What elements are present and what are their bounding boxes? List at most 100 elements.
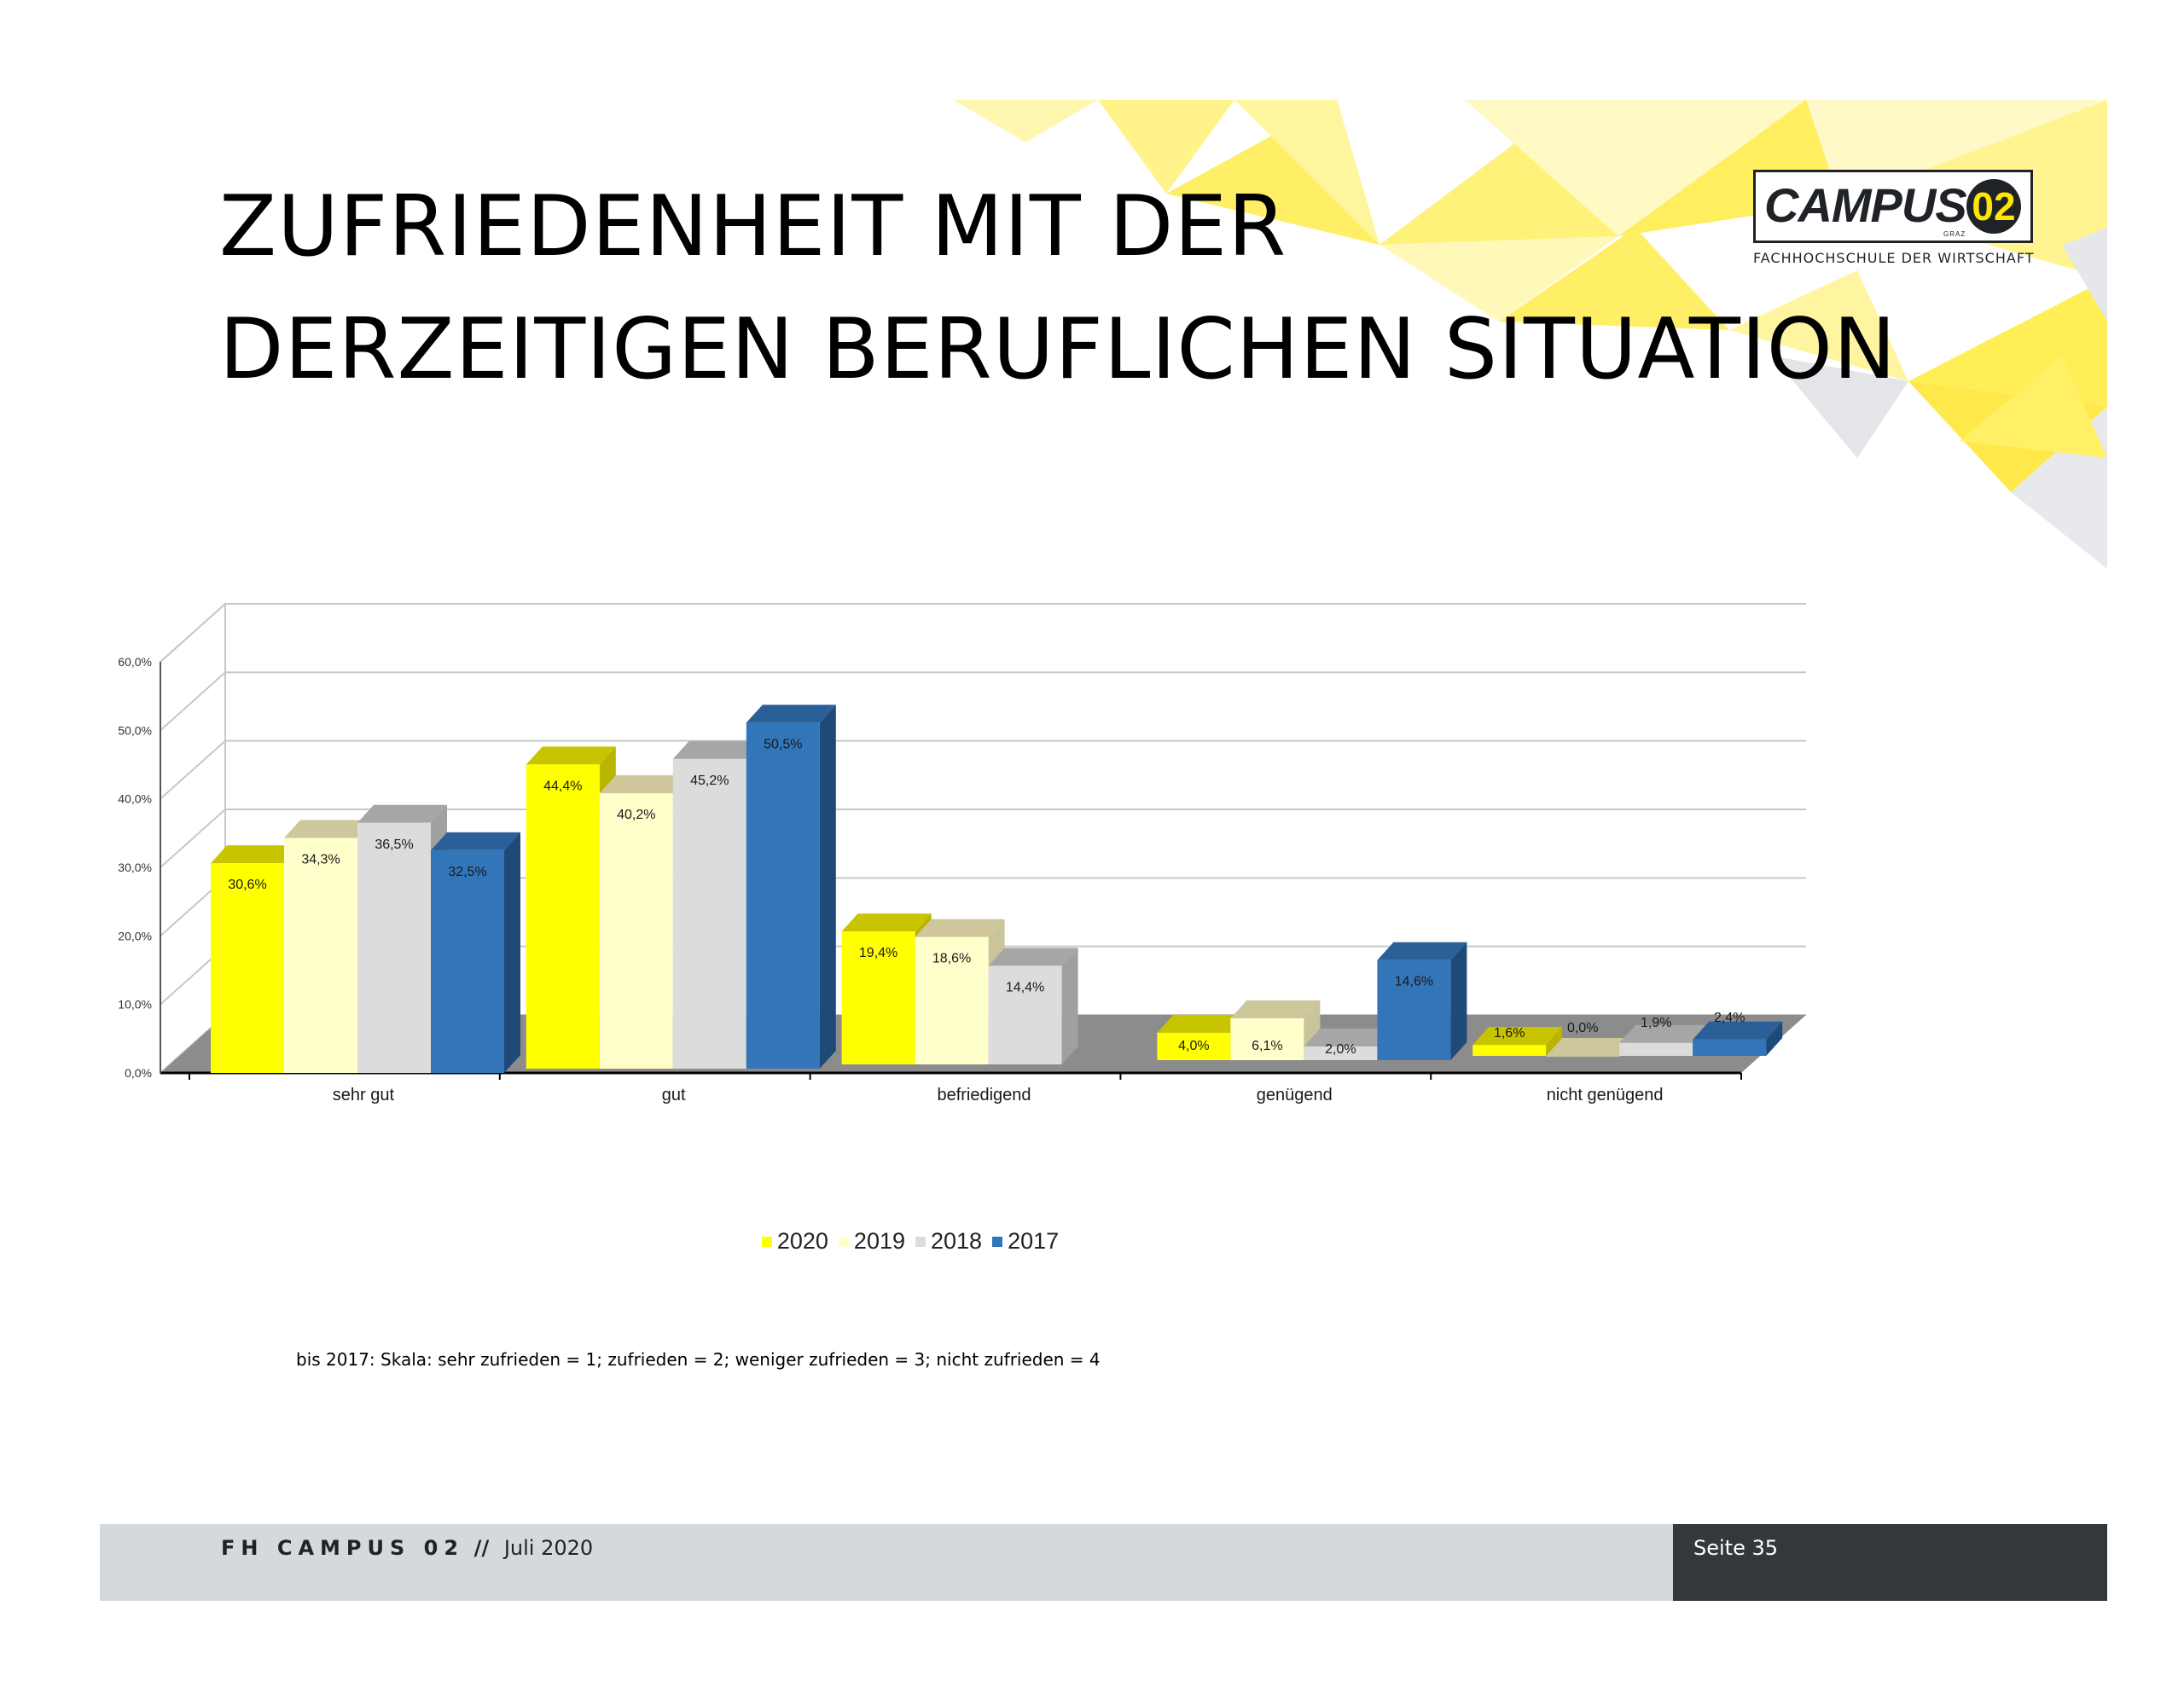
bar-2017-1 xyxy=(746,722,820,1069)
y-tick-label: 40,0% xyxy=(118,792,152,806)
x-category-label: sehr gut xyxy=(333,1086,395,1104)
data-label: 44,4% xyxy=(543,779,582,793)
x-category-label: nicht genügend xyxy=(1547,1086,1664,1104)
footer-separator: // xyxy=(473,1536,490,1560)
bar-2019-4 xyxy=(1546,1056,1620,1057)
slide-title-line-1: ZUFRIEDENHEIT MIT DER xyxy=(219,178,1287,275)
chart-legend: 2020 2019 2018 2017 xyxy=(100,1228,1721,1255)
footer-page-number: Seite 35 xyxy=(1693,1536,1779,1560)
bar-2018-3 xyxy=(1304,1046,1378,1060)
bar-2018-4 xyxy=(1619,1042,1693,1056)
x-category-label: gut xyxy=(662,1086,686,1104)
bar-side xyxy=(1546,1027,1563,1056)
slide: ZUFRIEDENHEIT MIT DER DERZEITIGEN BERUFL… xyxy=(100,100,2107,1601)
legend-label: 2020 xyxy=(776,1228,828,1254)
data-label: 2,0% xyxy=(1325,1042,1356,1057)
bar-2020-2 xyxy=(841,931,915,1064)
data-label: 32,5% xyxy=(448,865,486,879)
y-tick-label: 10,0% xyxy=(118,998,152,1012)
footer-page-box: Seite 35 xyxy=(1673,1524,2107,1601)
bar-2019-2 xyxy=(915,936,989,1064)
data-label: 1,9% xyxy=(1641,1016,1671,1030)
legend-item-2019: 2019 xyxy=(838,1228,905,1255)
logo-number-badge: 02 xyxy=(1966,179,2021,234)
legend-label: 2019 xyxy=(853,1228,905,1254)
bar-top xyxy=(357,804,447,823)
bar-top xyxy=(284,820,374,838)
bar-top xyxy=(211,845,300,864)
data-label: 18,6% xyxy=(932,952,971,966)
data-label: 50,5% xyxy=(764,737,802,751)
legend-swatch xyxy=(992,1236,1003,1247)
bar-side xyxy=(504,832,520,1073)
bar-top xyxy=(1377,942,1467,960)
bar-top xyxy=(988,948,1078,966)
bar-2019-3 xyxy=(1230,1017,1304,1060)
bar-top xyxy=(915,919,1005,937)
data-label: 6,1% xyxy=(1252,1039,1282,1053)
data-label: 19,4% xyxy=(859,946,897,960)
bar-2018-2 xyxy=(988,965,1062,1064)
data-label: 4,0% xyxy=(1178,1039,1209,1053)
logo-city: GRAZ xyxy=(1943,230,1966,238)
gridline xyxy=(160,603,1806,663)
legend-item-2018: 2018 xyxy=(915,1228,982,1255)
gridline xyxy=(160,739,1806,800)
logo-subtitle: FACHHOCHSCHULE DER WIRTSCHAFT xyxy=(1753,250,2035,266)
data-label: 36,5% xyxy=(375,838,413,852)
legend-swatch xyxy=(838,1236,849,1247)
logo-box: CAMPUS 02 GRAZ xyxy=(1753,170,2033,243)
logo-wordmark: CAMPUS xyxy=(1764,178,1967,232)
bar-top xyxy=(672,740,763,759)
bar-side xyxy=(1766,1021,1783,1056)
bar-top xyxy=(599,775,689,794)
data-label: 14,6% xyxy=(1395,975,1433,989)
data-label: 2,4% xyxy=(1714,1011,1745,1025)
campus02-logo: CAMPUS 02 GRAZ FACHHOCHSCHULE DER WIRTSC… xyxy=(1753,170,2035,266)
gridline xyxy=(160,671,1806,732)
bar-top xyxy=(746,704,836,723)
bar-2017-0 xyxy=(431,849,504,1073)
data-label: 30,6% xyxy=(228,878,266,892)
bar-chart-3d: 0,0% 10,0% 20,0% 30,0% 40,0% 50,0% 60,0% sehr g… xyxy=(118,601,1806,1104)
data-label: 45,2% xyxy=(690,774,729,788)
data-label: 40,2% xyxy=(617,808,655,822)
bar-2020-3 xyxy=(1157,1032,1231,1060)
bar-top xyxy=(1230,1000,1321,1018)
legend-label: 2018 xyxy=(931,1228,983,1254)
slide-title-line-2: DERZEITIGEN BERUFLICHEN SITUATION xyxy=(219,301,1897,398)
bar-top xyxy=(841,913,932,932)
data-label: 14,4% xyxy=(1006,980,1044,994)
y-tick-label: 50,0% xyxy=(118,723,152,737)
bar-2017-3 xyxy=(1377,959,1451,1060)
y-tick-label: 20,0% xyxy=(118,929,152,942)
gridline xyxy=(160,809,1806,868)
decorative-triangle-pattern xyxy=(953,100,2107,569)
legend-item-2020: 2020 xyxy=(761,1228,828,1255)
bar-top xyxy=(1472,1027,1563,1046)
bar-side xyxy=(1061,948,1078,1064)
bar-2020-1 xyxy=(526,764,600,1069)
bar-top xyxy=(1304,1028,1394,1046)
bar-2017-4 xyxy=(1693,1039,1767,1056)
bar-top xyxy=(1157,1014,1247,1033)
legend-swatch xyxy=(915,1236,926,1247)
bar-top xyxy=(1693,1021,1783,1040)
data-label: 34,3% xyxy=(301,852,340,867)
legend-item-2017: 2017 xyxy=(992,1228,1059,1255)
scale-footnote: bis 2017: Skala: sehr zufrieden = 1; zuf… xyxy=(296,1349,1101,1370)
legend-label: 2017 xyxy=(1008,1228,1060,1254)
bar-2018-0 xyxy=(357,822,431,1073)
footer-left: FH CAMPUS 02 // Juli 2020 xyxy=(221,1536,593,1560)
footer-org: FH CAMPUS 02 xyxy=(221,1536,465,1560)
bar-top xyxy=(431,832,520,850)
data-label: 1,6% xyxy=(1494,1026,1525,1041)
y-tick-label: 60,0% xyxy=(118,655,152,669)
legend-swatch xyxy=(761,1236,772,1247)
footer-date: Juli 2020 xyxy=(503,1536,594,1560)
bar-2019-0 xyxy=(284,838,357,1073)
bar-2020-4 xyxy=(1472,1045,1547,1056)
bar-side xyxy=(1450,942,1467,1060)
y-tick-label: 30,0% xyxy=(118,861,152,874)
bar-2018-1 xyxy=(672,758,746,1069)
